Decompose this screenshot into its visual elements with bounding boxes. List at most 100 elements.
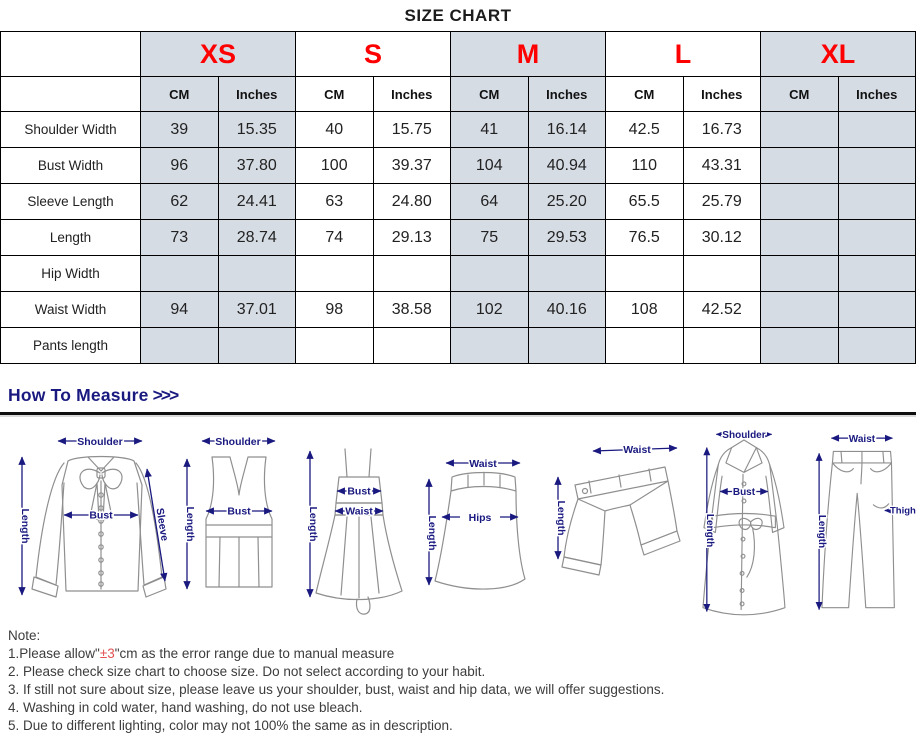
shorts-drawing (561, 466, 681, 576)
note-line-2: 2. Please check size chart to choose siz… (8, 664, 486, 679)
blouse-bust-label: Bust (89, 510, 113, 522)
notes-heading: Note: (8, 628, 41, 643)
cell-pants-length-6 (605, 327, 684, 364)
page-title: SIZE CHART (404, 6, 512, 25)
pants-thigh-label: Thigh (890, 505, 916, 516)
cell-shoulder-width-3: 15.75 (372, 111, 451, 148)
dress-waist-label: Waist (345, 506, 373, 518)
section-divider (0, 412, 916, 417)
note-line-4: 4. Washing in cold water, hand washing, … (8, 700, 363, 715)
unit-l-inches: Inches (682, 76, 761, 112)
coat-bust-label: Bust (733, 487, 756, 498)
blouse-length-label: Length (19, 509, 31, 544)
unit-xs-inches: Inches (217, 76, 296, 112)
cell-pants-length-7 (682, 327, 761, 364)
cell-length-1: 28.74 (217, 219, 296, 256)
skirt-hips-label: Hips (469, 512, 492, 524)
cell-sleeve-length-7: 25.79 (682, 183, 761, 220)
cell-waist-width-0: 94 (140, 291, 219, 328)
tank-shoulder-label: Shoulder (215, 436, 261, 448)
row-label: Hip Width (0, 255, 141, 292)
blouse-diagram: Shoulder Length Bust Sleeve (18, 435, 172, 598)
cell-shoulder-width-8 (760, 111, 839, 148)
cell-hip-width-9 (837, 255, 916, 292)
dress-bust-label: Bust (347, 486, 371, 498)
cell-waist-width-1: 37.01 (217, 291, 296, 328)
cell-hip-width-0 (140, 255, 219, 292)
cell-hip-width-6 (605, 255, 684, 292)
table-row: Pants length (0, 327, 916, 364)
skirt-drawing (434, 471, 526, 590)
cell-bust-width-9 (837, 147, 916, 184)
dress-length-label: Length (307, 507, 319, 542)
size-chart-body: Shoulder Width 39 15.35 40 15.75 41 16.14 42.5 1… (0, 111, 916, 364)
cell-length-5: 29.53 (527, 219, 606, 256)
size-header-s: S (295, 31, 451, 77)
table-row: Bust Width 96 37.80 100 39.37 104 40.94 110 43.3… (0, 147, 916, 184)
cell-length-3: 29.13 (372, 219, 451, 256)
cell-pants-length-1 (217, 327, 296, 364)
cell-length-0: 73 (140, 219, 219, 256)
cell-bust-width-0: 96 (140, 147, 219, 184)
cell-pants-length-9 (837, 327, 916, 364)
unit-m-cm: CM (450, 76, 529, 112)
row-label: Waist Width (0, 291, 141, 328)
dress-drawing (315, 448, 403, 615)
cell-sleeve-length-1: 24.41 (217, 183, 296, 220)
unit-s-cm: CM (295, 76, 374, 112)
row-label: Sleeve Length (0, 183, 141, 220)
triple-chevron-icon: >>> (152, 385, 180, 405)
pants-length-label: Length (816, 515, 827, 548)
cell-hip-width-5 (527, 255, 606, 292)
tank-top-diagram: Shoulder Length Bust (183, 435, 276, 590)
cell-bust-width-1: 37.80 (217, 147, 296, 184)
tank-length-label: Length (184, 507, 196, 542)
pants-waist-label: Waist (849, 434, 876, 445)
cell-waist-width-4: 102 (450, 291, 529, 328)
cell-length-2: 74 (295, 219, 374, 256)
unit-s-inches: Inches (372, 76, 451, 112)
skirt-waist-label: Waist (469, 458, 497, 470)
size-header-xs: XS (140, 31, 296, 77)
how-to-measure-label: How To Measure (8, 385, 149, 405)
cell-waist-width-7: 42.52 (682, 291, 761, 328)
blouse-sleeve-label: Sleeve (153, 507, 170, 542)
cell-sleeve-length-0: 62 (140, 183, 219, 220)
note-line-1: 1.Please allow"±3"cm as the error range … (8, 646, 395, 661)
cell-sleeve-length-3: 24.80 (372, 183, 451, 220)
cell-sleeve-length-5: 25.20 (527, 183, 606, 220)
cell-shoulder-width-9 (837, 111, 916, 148)
cell-hip-width-8 (760, 255, 839, 292)
coat-length-label: Length (704, 514, 715, 547)
note-line-5: 5. Due to different lighting, color may … (8, 718, 453, 733)
cell-sleeve-length-9 (837, 183, 916, 220)
table-row: Shoulder Width 39 15.35 40 15.75 41 16.14 42.5 1… (0, 111, 916, 148)
notes-section: Note: 1.Please allow"±3"cm as the error … (8, 627, 916, 735)
size-header-row: XS S M L XL (0, 31, 916, 77)
coat-shoulder-label: Shoulder (722, 430, 765, 441)
pants-diagram: Waist Length Thigh (815, 433, 916, 611)
cell-waist-width-9 (837, 291, 916, 328)
cell-shoulder-width-1: 15.35 (217, 111, 296, 148)
table-row: Sleeve Length 62 24.41 63 24.80 64 25.20 65.5 25… (0, 183, 916, 220)
tank-top-drawing (205, 456, 273, 588)
row-label: Pants length (0, 327, 141, 364)
cell-pants-length-2 (295, 327, 374, 364)
cell-hip-width-1 (217, 255, 296, 292)
coat-drawing (702, 439, 786, 616)
shorts-length-label: Length (555, 501, 567, 536)
cell-shoulder-width-0: 39 (140, 111, 219, 148)
table-row: Waist Width 94 37.01 98 38.58 102 40.16 108 42.5… (0, 291, 916, 328)
cell-shoulder-width-2: 40 (295, 111, 374, 148)
cell-shoulder-width-6: 42.5 (605, 111, 684, 148)
size-header-xl: XL (760, 31, 916, 77)
unit-xl-inches: Inches (837, 76, 916, 112)
cell-length-8 (760, 219, 839, 256)
cell-length-9 (837, 219, 916, 256)
blouse-drawing (31, 455, 167, 598)
cell-pants-length-3 (372, 327, 451, 364)
cell-bust-width-4: 104 (450, 147, 529, 184)
cell-waist-width-8 (760, 291, 839, 328)
unit-header-row: CM Inches CM Inches CM Inches CM Inches … (0, 76, 916, 112)
table-row: Hip Width (0, 255, 916, 292)
